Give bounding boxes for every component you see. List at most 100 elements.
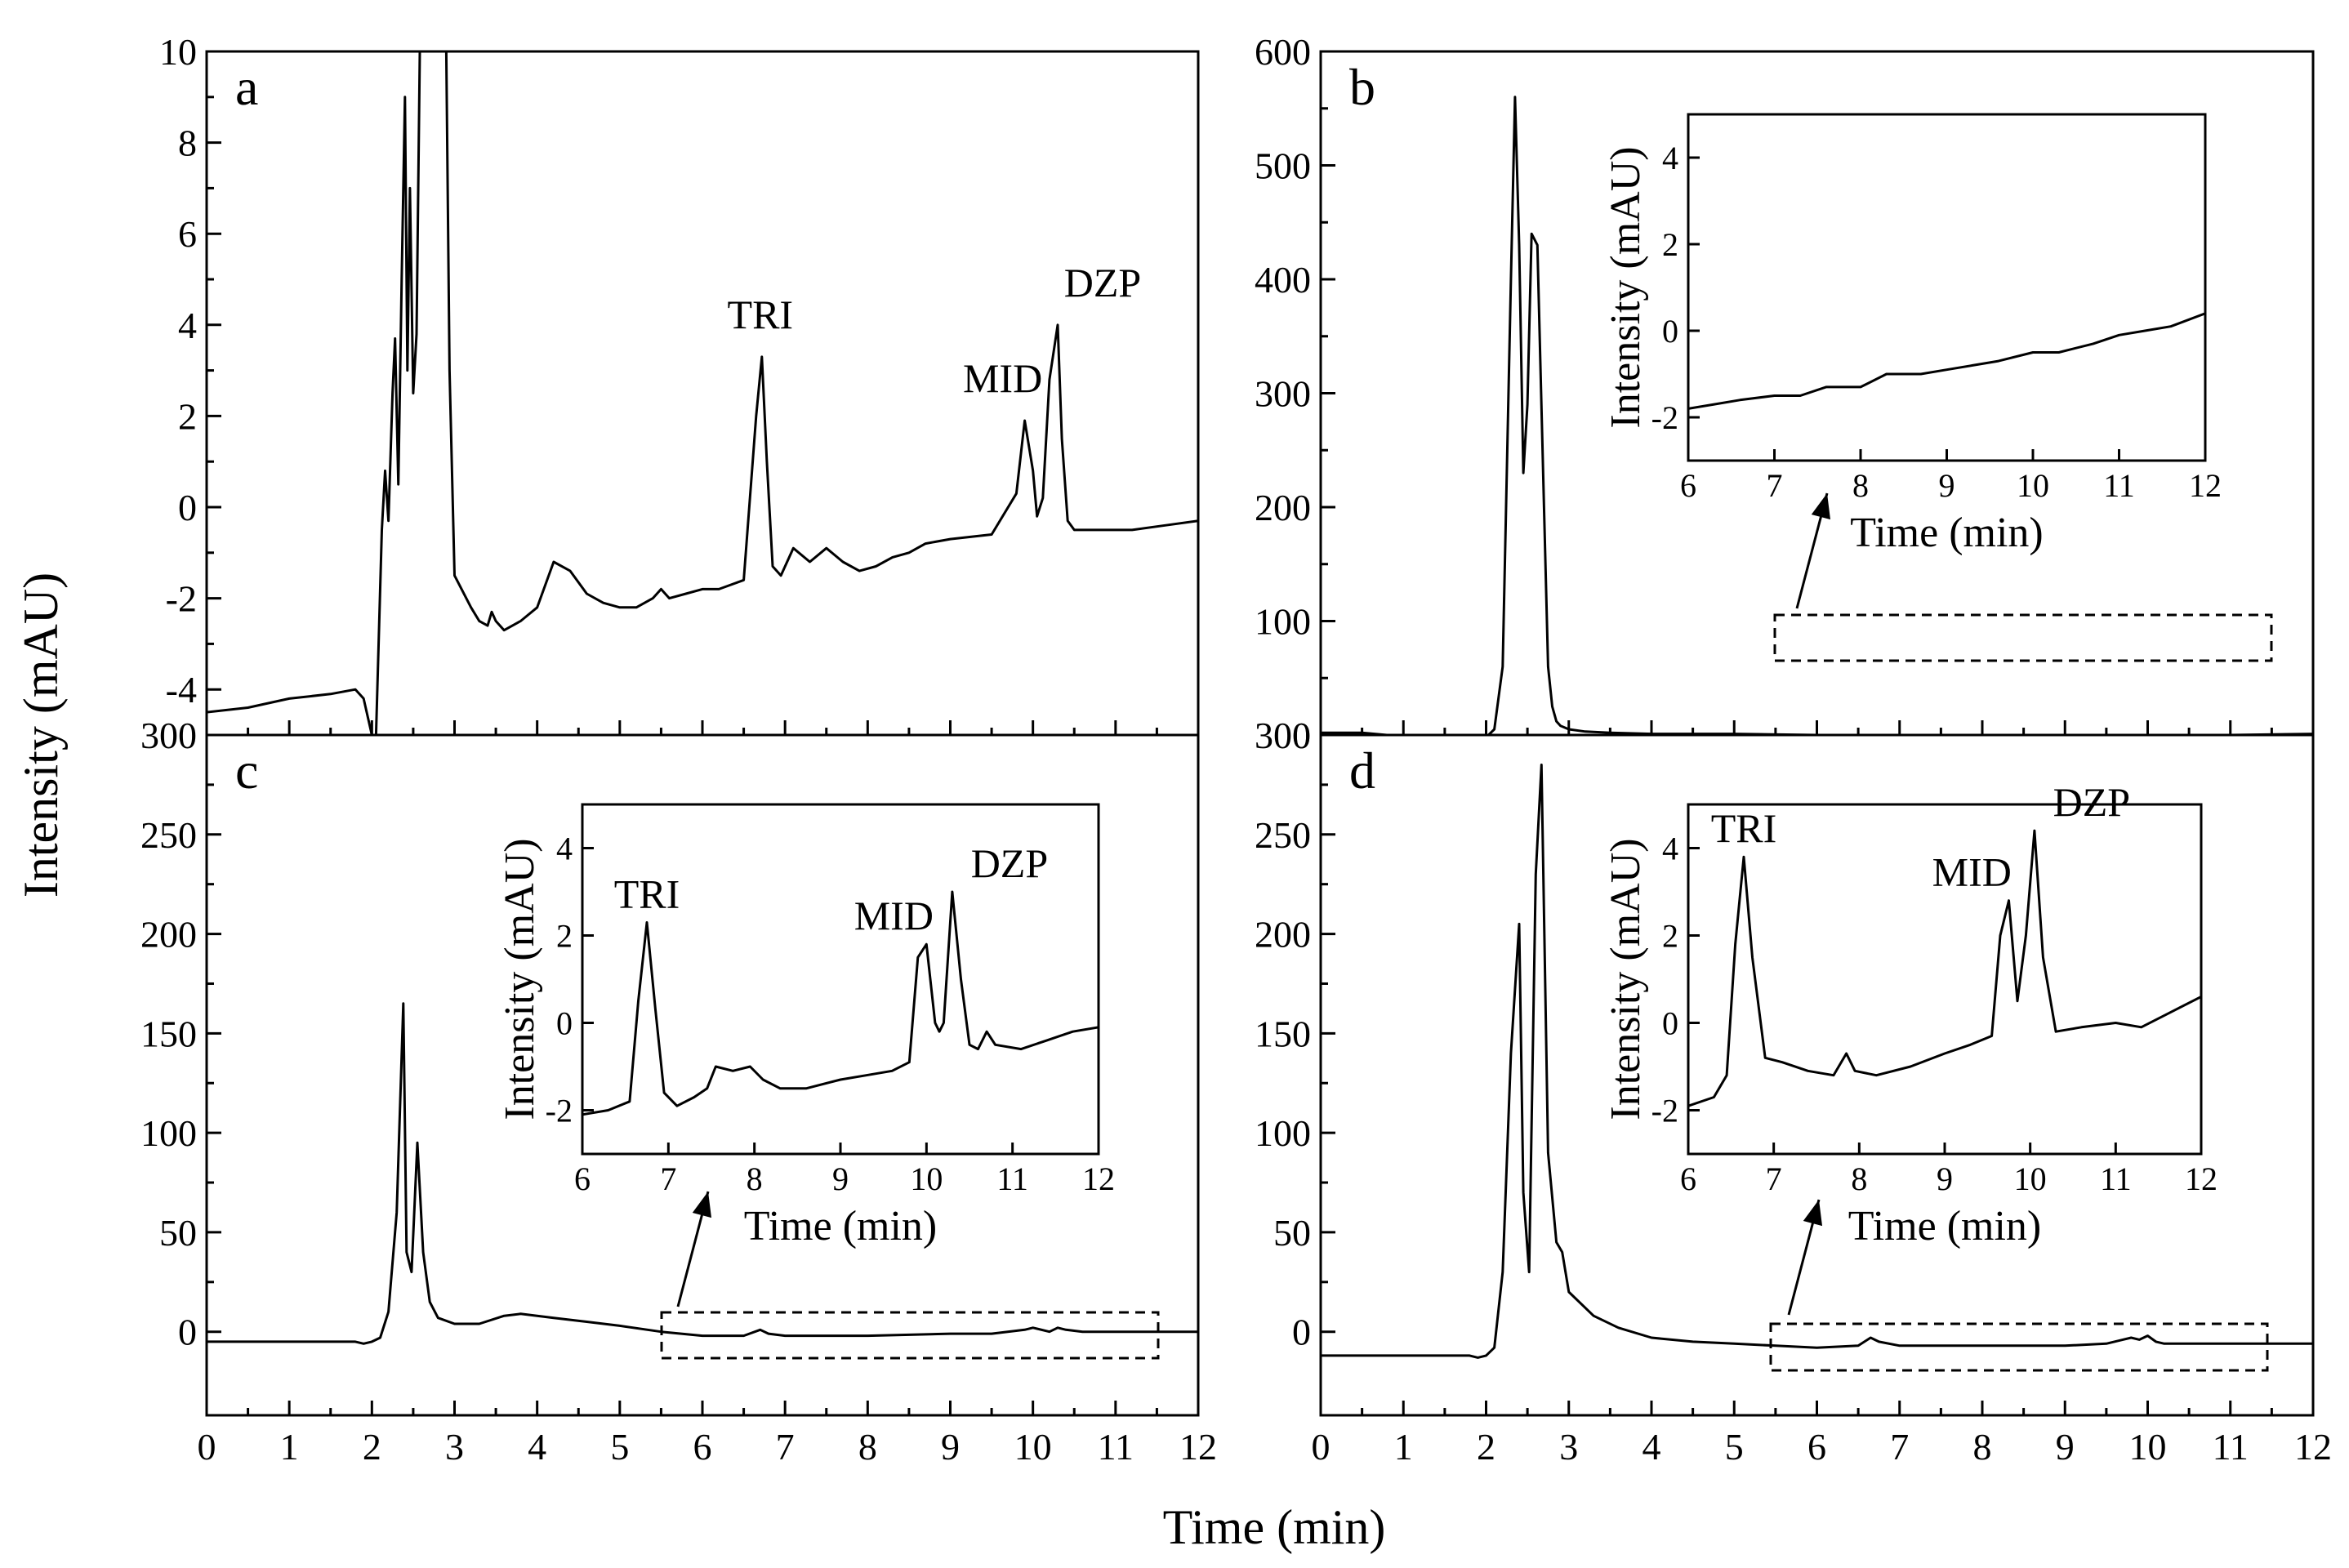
peak-label-mid: MID	[1932, 849, 2012, 895]
panel-b-y-tick-label: 100	[1255, 601, 1311, 643]
inset-b-x-tick-label: 6	[1680, 467, 1696, 504]
panel-c-x-tick-label: 6	[693, 1426, 712, 1468]
panel-d-x-tick-label: 4	[1643, 1426, 1661, 1468]
inset-b-y-tick-label: 0	[1662, 313, 1678, 350]
panel-c-x-tick-label: 7	[776, 1426, 795, 1468]
panel-a-y-tick-label: 2	[178, 395, 197, 437]
panel-b-y-tick-label: 500	[1255, 145, 1311, 187]
peak-label-dzp: DZP	[2053, 779, 2130, 825]
panel-c-x-tick-label: 5	[610, 1426, 629, 1468]
panel-b-arrowhead	[1811, 493, 1830, 520]
panel-c-y-tick-label: 50	[159, 1212, 197, 1254]
panel-c-inset: 6 7 8 9 10 11 12 -2 0 2 4 Time (min) Intensity (mAU)…	[497, 803, 1115, 1250]
panel-c-x-tick-label: 3	[445, 1426, 464, 1468]
inset-c-x-tick-label: 7	[660, 1160, 676, 1197]
inset-b-y-tick-label: 2	[1662, 226, 1678, 263]
inset-b-y-tick-label: -2	[1651, 399, 1678, 436]
panel-d-x-tick-label: 11	[2213, 1426, 2249, 1468]
inset-b-x-tick-label: 11	[2103, 467, 2135, 504]
panel-b-y-tick-label: 600	[1255, 31, 1311, 73]
inset-c-x-tick-label: 12	[1082, 1160, 1115, 1197]
x-axis-title: Time (min)	[1163, 1500, 1386, 1554]
panel-d-x-tick-label: 1	[1394, 1426, 1413, 1468]
panel-d-inset: 6 7 8 9 10 11 12 -2 0 2 4 Time (min) Intensity (mAU)…	[1602, 779, 2218, 1250]
inset-c-x-tick-label: 10	[910, 1160, 943, 1197]
inset-b-x-tick-label: 9	[1939, 467, 1955, 504]
peak-label-dzp: DZP	[1064, 260, 1141, 305]
inset-b-y-tick-label: 4	[1662, 140, 1678, 176]
inset-c-y-tick-label: -2	[546, 1093, 573, 1129]
panel-c-x-tick-label: 0	[198, 1426, 216, 1468]
panel-c-x-tick-label: 4	[528, 1426, 546, 1468]
peak-label-mid: MID	[963, 355, 1042, 401]
panel-a-y-tick-label: 6	[178, 213, 197, 255]
panel-d-letter: d	[1349, 742, 1375, 800]
panel-a-letter: a	[235, 58, 258, 116]
inset-b-x-tick-label: 7	[1767, 467, 1783, 504]
inset-d-y-tick-label: 2	[1662, 918, 1678, 955]
panel-a-y-tick-label: 0	[178, 487, 197, 528]
panel-c-x-tick-label: 10	[1014, 1426, 1052, 1468]
panel-d-y-tick-label: 50	[1273, 1212, 1311, 1254]
inset-d-y-tick-label: 0	[1662, 1005, 1678, 1042]
inset-d-y-tick-label: 4	[1662, 831, 1678, 867]
inset-c-x-tick-label: 6	[574, 1160, 591, 1197]
panel-c-zoom-region	[660, 1311, 1160, 1360]
panel-d-x-tick-label: 5	[1725, 1426, 1744, 1468]
panel-b-y-tick-label: 200	[1255, 487, 1311, 528]
inset-c-y-tick-label: 0	[556, 1005, 573, 1042]
panel-a-y-tick-label: 10	[159, 31, 197, 73]
panel-d-x-tick-label: 8	[1973, 1426, 1992, 1468]
inset-d-x-tick-label: 11	[2100, 1160, 2132, 1197]
inset-b-trace	[1688, 312, 2205, 410]
panel-d-x-tick-label: 2	[1477, 1426, 1495, 1468]
inset-d-y-tick-label: -2	[1651, 1093, 1678, 1129]
inset-d-x-tick-label: 7	[1766, 1160, 1782, 1197]
inset-d-x-tick-label: 12	[2185, 1160, 2218, 1197]
peak-label-dzp: DZP	[971, 840, 1048, 886]
panel-c-y-tick-label: 250	[140, 814, 197, 856]
panel-d-y-tick-label: 100	[1255, 1112, 1311, 1154]
panel-c-y-tick-label: 100	[140, 1112, 197, 1154]
panel-d-y-tick-label: 150	[1255, 1013, 1311, 1054]
inset-b-y-title: Intensity (mAU)	[1602, 146, 1649, 428]
panel-b-y-tick-label: 0	[1292, 715, 1311, 756]
panel-d-x-tick-label: 12	[2294, 1426, 2332, 1468]
inset-b-x-tick-label: 8	[1852, 467, 1869, 504]
panel-a-y-tick-label: -2	[166, 578, 197, 620]
inset-b-x-tick-label: 10	[2017, 467, 2049, 504]
panel-c-x-tick-label: 12	[1179, 1426, 1217, 1468]
panel-c-x-tick-label: 1	[280, 1426, 299, 1468]
panel-d-y-tick-label: 200	[1255, 914, 1311, 956]
inset-d-x-tick-label: 6	[1680, 1160, 1696, 1197]
panel-c-x-tick-label: 9	[941, 1426, 960, 1468]
inset-b-x-title: Time (min)	[1850, 510, 2043, 556]
panel-b-zoom-region	[1773, 613, 2273, 662]
panel-a-y-tick-label: 4	[178, 305, 197, 346]
inset-c-y-title: Intensity (mAU)	[497, 838, 543, 1120]
panel-c-x-tick-label: 11	[1098, 1426, 1134, 1468]
peak-label-tri: TRI	[728, 292, 794, 337]
panel-a-y-tick-label: 8	[178, 122, 197, 164]
inset-background	[1688, 804, 2201, 1154]
panel-b-y-tick-label: 300	[1255, 373, 1311, 415]
panel-c-x-tick-label: 2	[363, 1426, 381, 1468]
y-axis-title: Intensity (mAU)	[14, 572, 68, 898]
panel-b-trace	[1321, 96, 2313, 735]
panel-a-y-tick-label: -4	[166, 669, 197, 710]
panel-d-x-tick-label: 0	[1312, 1426, 1331, 1468]
inset-d-y-title: Intensity (mAU)	[1602, 838, 1649, 1120]
panel-b-letter: b	[1349, 58, 1375, 116]
panel-b: 0 100 200 300 400 500 600 b 6 7 8 9 10 11 12 -2 0 2 4 Time …	[1255, 31, 2315, 756]
inset-b-x-tick-label: 12	[2189, 467, 2222, 504]
panel-d-x-tick-label: 3	[1559, 1426, 1578, 1468]
inset-c-y-tick-label: 4	[556, 831, 573, 867]
panel-d-x-tick-label: 7	[1890, 1426, 1909, 1468]
panel-a: -4 -2 0 2 4 6 8 10 a TRI MID DZP	[159, 31, 1200, 737]
panel-c-letter: c	[235, 742, 258, 800]
panel-c-y-tick-label: 200	[140, 914, 197, 956]
inset-c-x-title: Time (min)	[744, 1203, 937, 1250]
panel-d-x-tick-label: 9	[2056, 1426, 2075, 1468]
